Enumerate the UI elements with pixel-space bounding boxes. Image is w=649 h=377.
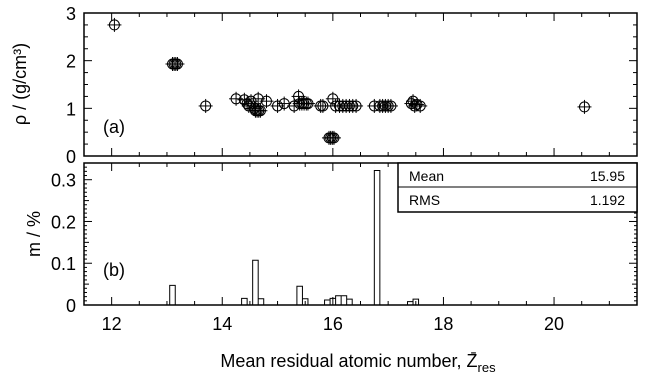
histogram-bin [341, 296, 347, 305]
panel-b-y-tick-label: 0.3 [51, 171, 76, 191]
x-tick-label: 12 [102, 314, 122, 334]
histogram-bin [297, 286, 303, 305]
panel-a-label: (a) [103, 117, 125, 137]
stats-rms-label: RMS [409, 192, 440, 208]
panel-a-y-axis-title: ρ / (g/cm³) [10, 43, 30, 125]
histogram-bins [170, 171, 419, 305]
histogram-bin [253, 260, 259, 305]
data-point [300, 96, 315, 111]
data-point [349, 98, 364, 113]
histogram-bin [258, 299, 264, 305]
panel-b-label: (b) [103, 260, 125, 280]
histogram-bin [170, 285, 176, 305]
data-point [253, 103, 268, 118]
panel-a-y-tick-label: 3 [66, 4, 76, 24]
panel-a: 0 1 2 3 (a) ρ / (g/cm³) [10, 4, 638, 167]
data-point [229, 91, 244, 106]
x-tick-label: 20 [544, 314, 564, 334]
data-point [170, 57, 185, 72]
panel-b: 0 0.1 0.2 0.3 12 14 16 18 20 (b) m / % Mean 15.… [24, 162, 638, 334]
histogram-bin [242, 298, 248, 305]
data-point [383, 98, 398, 113]
data-point [277, 96, 292, 111]
stats-mean-value: 15.95 [590, 168, 625, 184]
x-tick-label: 14 [212, 314, 232, 334]
panel-a-ticks [84, 12, 637, 157]
panel-a-frame [83, 12, 638, 157]
data-point [198, 98, 213, 113]
panel-a-points [107, 17, 592, 145]
histogram-bin [325, 300, 331, 305]
histogram-bin [336, 296, 342, 305]
panel-a-y-tick-labels: 0 1 2 3 [66, 4, 76, 167]
x-tick-label: 16 [323, 314, 343, 334]
histogram-bin [347, 299, 353, 305]
panel-b-y-tick-label: 0.2 [51, 212, 76, 232]
data-point [251, 91, 266, 106]
panel-b-y-tick-label: 0 [66, 296, 76, 316]
data-point [107, 17, 122, 32]
panel-a-y-tick-label: 2 [66, 52, 76, 72]
panel-b-y-axis-title: m / % [24, 211, 44, 257]
data-point [577, 99, 592, 114]
data-point [413, 98, 428, 113]
panel-a-y-tick-label: 0 [66, 147, 76, 167]
stats-box: Mean 15.95 RMS 1.192 [397, 162, 638, 213]
x-axis-title: Mean residual atomic number, Z̄res [220, 351, 496, 375]
stats-mean-label: Mean [409, 168, 444, 184]
data-point [244, 94, 259, 109]
data-point [291, 89, 306, 104]
data-point [326, 130, 341, 145]
x-axis-title-subscript: res [478, 360, 497, 375]
panel-b-y-tick-labels: 0 0.1 0.2 0.3 [51, 171, 76, 316]
stats-rms-value: 1.192 [590, 192, 625, 208]
panel-b-y-tick-label: 0.1 [51, 254, 76, 274]
data-point [325, 91, 340, 106]
panel-a-y-tick-label: 1 [66, 99, 76, 119]
data-point [259, 94, 274, 109]
x-tick-label: 18 [433, 314, 453, 334]
data-point [270, 98, 285, 113]
histogram-outline [84, 170, 637, 306]
x-tick-labels: 12 14 16 18 20 [102, 314, 564, 334]
data-point [315, 98, 330, 113]
histogram-bin [374, 171, 380, 305]
